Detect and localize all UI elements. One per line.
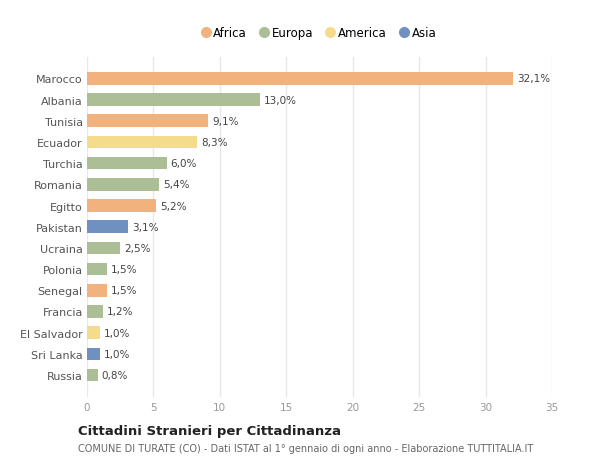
- Bar: [87, 179, 159, 191]
- Text: COMUNE DI TURATE (CO) - Dati ISTAT al 1° gennaio di ogni anno - Elaborazione TUT: COMUNE DI TURATE (CO) - Dati ISTAT al 1°…: [78, 443, 533, 453]
- Text: 1,0%: 1,0%: [104, 349, 131, 359]
- Bar: [87, 157, 167, 170]
- Bar: [87, 369, 98, 381]
- Text: 5,4%: 5,4%: [163, 180, 189, 190]
- Bar: [87, 348, 100, 360]
- Bar: [87, 115, 208, 128]
- Text: 32,1%: 32,1%: [517, 74, 551, 84]
- Bar: [87, 327, 100, 339]
- Bar: [87, 136, 197, 149]
- Text: 6,0%: 6,0%: [170, 159, 197, 169]
- Text: 1,5%: 1,5%: [111, 285, 137, 296]
- Text: 1,5%: 1,5%: [111, 264, 137, 274]
- Text: 0,8%: 0,8%: [101, 370, 128, 380]
- Bar: [87, 94, 260, 106]
- Bar: [87, 242, 120, 255]
- Text: 8,3%: 8,3%: [201, 138, 228, 148]
- Bar: [87, 263, 107, 276]
- Text: 13,0%: 13,0%: [264, 95, 296, 105]
- Text: 2,5%: 2,5%: [124, 243, 151, 253]
- Text: 1,0%: 1,0%: [104, 328, 131, 338]
- Bar: [87, 200, 156, 213]
- Bar: [87, 305, 103, 318]
- Bar: [87, 221, 128, 234]
- Text: 9,1%: 9,1%: [212, 117, 238, 126]
- Text: 5,2%: 5,2%: [160, 201, 187, 211]
- Bar: [87, 73, 514, 85]
- Bar: [87, 284, 107, 297]
- Text: 3,1%: 3,1%: [132, 222, 158, 232]
- Text: Cittadini Stranieri per Cittadinanza: Cittadini Stranieri per Cittadinanza: [78, 424, 341, 437]
- Legend: Africa, Europa, America, Asia: Africa, Europa, America, Asia: [198, 22, 441, 45]
- Text: 1,2%: 1,2%: [107, 307, 133, 317]
